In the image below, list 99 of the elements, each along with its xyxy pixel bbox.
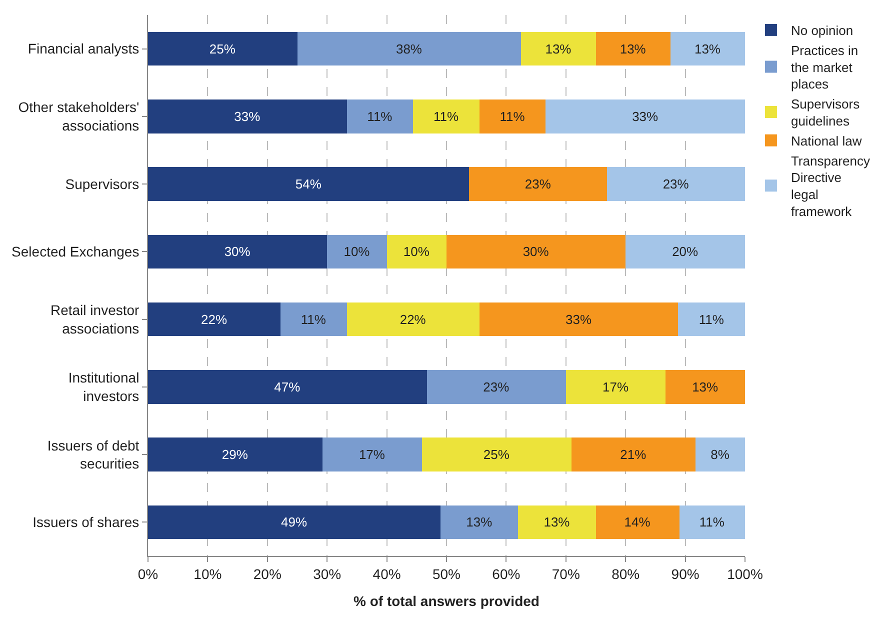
y-tick-label: Issuers of debt securities <box>47 437 140 472</box>
bar <box>479 100 546 134</box>
legend-label: National law <box>790 133 862 148</box>
data-label: 14% <box>624 514 651 530</box>
bar <box>422 438 572 472</box>
data-label: 49% <box>281 514 308 530</box>
bar <box>596 505 680 540</box>
data-label: 10% <box>403 244 430 260</box>
data-label: 11% <box>367 108 393 124</box>
bar <box>322 438 422 472</box>
x-tick-label: 10% <box>194 566 222 582</box>
x-axis-title: % of total answers provided <box>354 593 540 610</box>
data-label: 11% <box>500 108 526 124</box>
x-tick-label: 60% <box>492 566 520 582</box>
bar <box>386 234 446 269</box>
y-tick-label: Financial analysts <box>28 40 140 57</box>
data-label: 13% <box>544 514 570 530</box>
data-label: 20% <box>672 244 699 260</box>
bar <box>440 505 518 540</box>
data-label: 11% <box>433 108 459 124</box>
data-label: 11% <box>699 514 725 530</box>
bar <box>297 32 522 66</box>
x-tick-label: 70% <box>552 566 580 582</box>
bar <box>518 505 596 540</box>
x-tick-label: 20% <box>253 566 282 582</box>
bar <box>626 234 745 269</box>
bar <box>148 505 441 540</box>
bar <box>607 167 745 201</box>
data-label: 25% <box>209 41 236 56</box>
data-label: 11% <box>698 312 724 327</box>
bar <box>148 32 298 66</box>
data-label: 11% <box>300 312 326 327</box>
bar <box>280 302 347 336</box>
x-tick-label: 50% <box>432 566 461 582</box>
data-label: 25% <box>483 447 510 462</box>
x-tick-label: 100% <box>727 566 763 582</box>
bar <box>571 438 696 472</box>
data-label: 47% <box>274 379 301 394</box>
data-label: 33% <box>234 108 261 124</box>
bar <box>346 302 480 336</box>
bar <box>148 167 470 201</box>
bar <box>148 100 347 134</box>
bar <box>678 302 745 336</box>
legend-label: Supervisors guidelines <box>790 96 860 129</box>
x-tick-label: 0% <box>138 566 158 582</box>
data-label: 33% <box>632 108 659 124</box>
data-label: 33% <box>566 312 592 327</box>
x-tick-label: 40% <box>372 566 401 582</box>
data-label: 30% <box>522 244 550 260</box>
data-label: 23% <box>662 176 690 192</box>
bar <box>666 370 745 404</box>
y-tick-label: Retail investor associations <box>50 302 140 336</box>
bar <box>479 302 678 336</box>
bar <box>521 32 596 66</box>
data-label: 8% <box>710 447 730 462</box>
legend-label: No opinion <box>790 23 854 38</box>
data-label: 21% <box>620 447 647 462</box>
data-label: 23% <box>524 176 552 192</box>
bar <box>695 438 745 472</box>
data-label: 13% <box>620 41 646 56</box>
data-label: 30% <box>224 244 251 260</box>
y-tick-label: Other stakeholders' associations <box>18 99 140 134</box>
data-label: 10% <box>344 244 370 260</box>
bar <box>596 32 670 66</box>
y-tick-label: Supervisors <box>65 176 140 192</box>
data-label: 17% <box>602 379 629 394</box>
bar <box>426 370 566 404</box>
bar <box>148 438 322 472</box>
y-tick-label: Selected Exchanges <box>12 244 140 260</box>
data-label: 17% <box>358 447 386 462</box>
y-tick-label: Issuers of shares <box>32 514 140 530</box>
bar <box>679 505 745 540</box>
bar <box>148 370 427 404</box>
data-label: 23% <box>483 379 510 394</box>
data-label: 13% <box>545 41 572 56</box>
data-label: 54% <box>295 176 322 192</box>
data-label: 13% <box>692 379 719 394</box>
bar <box>148 302 281 336</box>
data-label: 22% <box>201 312 228 327</box>
legend-label: Practices in the market places <box>790 42 858 92</box>
bar <box>346 100 414 134</box>
data-label: 38% <box>396 41 422 56</box>
data-label: 29% <box>222 447 248 462</box>
data-label: 13% <box>466 514 493 530</box>
data-label: 22% <box>400 312 426 327</box>
bar <box>469 167 608 201</box>
x-tick-label: 80% <box>612 566 640 582</box>
bar <box>446 234 626 269</box>
bar <box>413 100 480 134</box>
x-tick-label: 90% <box>671 566 700 582</box>
bar <box>670 32 745 66</box>
x-tick-label: 30% <box>313 566 342 582</box>
data-label: 13% <box>694 41 721 56</box>
bar <box>566 370 666 404</box>
bar <box>148 234 328 269</box>
bar <box>546 100 745 134</box>
y-tick-label: Institutional investors <box>68 370 140 404</box>
legend-label: Transparency Directive legal framework <box>790 153 870 220</box>
bar <box>327 234 387 269</box>
